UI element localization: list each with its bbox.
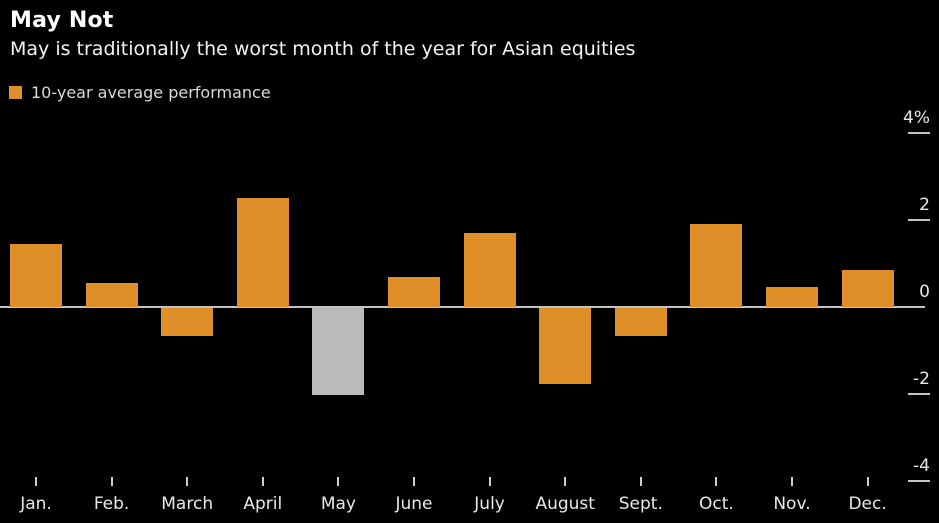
chart-subtitle: May is traditionally the worst month of … — [10, 38, 636, 60]
bar-oct — [690, 224, 743, 307]
x-axis-tick — [564, 477, 567, 486]
legend-swatch-icon — [9, 86, 22, 99]
x-axis-label: Sept. — [618, 494, 663, 514]
x-axis-label: Nov. — [773, 494, 811, 514]
x-axis-tick — [186, 477, 189, 486]
x-axis-tick — [35, 477, 37, 486]
bar-dec — [841, 270, 894, 307]
bar-march — [161, 308, 214, 337]
x-axis-label: Jan. — [20, 494, 52, 514]
x-axis-tick — [488, 477, 491, 486]
x-axis-tick — [337, 477, 340, 486]
bar-feb — [85, 283, 138, 307]
legend: 10-year average performance — [9, 83, 271, 102]
y-axis-tick — [908, 393, 930, 395]
y-axis-label: 4% — [903, 108, 930, 128]
x-axis-label: Oct. — [698, 494, 734, 514]
x-axis-tick — [261, 477, 264, 486]
y-axis-tick — [908, 132, 930, 134]
bar-nov — [766, 287, 818, 307]
y-axis-tick — [908, 480, 930, 482]
x-axis-label: May — [320, 494, 356, 514]
x-axis-label: Feb. — [93, 494, 130, 514]
bar-august — [539, 308, 592, 385]
legend-label: 10-year average performance — [31, 83, 271, 102]
x-axis-tick — [413, 477, 415, 486]
x-axis-tick — [715, 477, 718, 486]
bar-may — [312, 308, 365, 395]
bar-july — [463, 233, 516, 307]
x-axis-tick — [791, 477, 793, 486]
x-axis-tick — [639, 477, 642, 486]
bar-jan — [10, 243, 62, 307]
x-axis-label: June — [395, 494, 433, 514]
y-axis-label: -2 — [913, 369, 930, 389]
x-axis-label: July — [474, 494, 505, 514]
x-axis-tick — [110, 477, 113, 486]
bar-june — [388, 276, 440, 307]
y-axis-label: -4 — [913, 456, 930, 476]
y-axis-tick — [908, 219, 930, 221]
x-axis-label: August — [535, 494, 595, 514]
x-axis-label: Dec. — [848, 494, 887, 514]
x-axis-label: April — [243, 494, 283, 514]
y-axis-label: 0 — [919, 282, 930, 302]
x-axis-tick — [866, 477, 869, 486]
y-axis-label: 2 — [919, 195, 930, 215]
chart-title: May Not — [10, 8, 114, 33]
bar-sept — [614, 308, 667, 337]
zero-axis-line — [0, 306, 925, 308]
x-axis-label: March — [161, 494, 214, 514]
bar-april — [236, 198, 289, 307]
